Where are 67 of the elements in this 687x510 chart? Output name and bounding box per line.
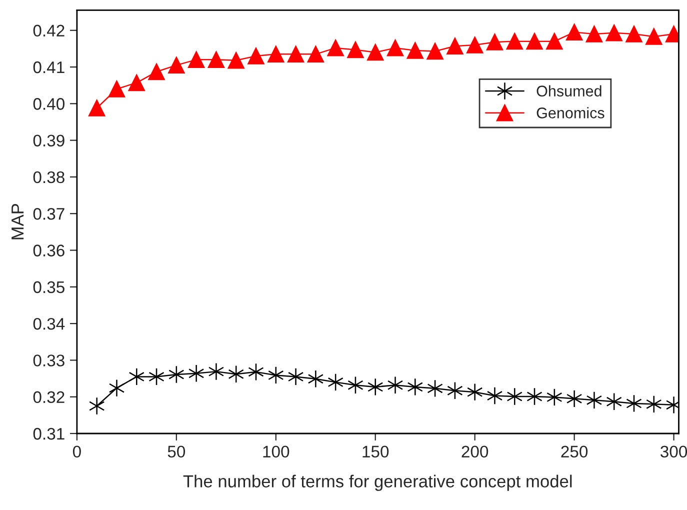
point [446,38,464,54]
point [168,56,185,74]
y-tick-label: 0.39 [33,134,64,147]
point [586,26,603,42]
point [307,46,324,63]
point [128,368,144,386]
x-tick-label: 200 [462,446,488,458]
point [386,40,404,56]
point [268,46,284,63]
point [248,48,264,64]
point [466,36,484,54]
point [566,390,582,408]
point [128,74,145,92]
point [406,42,424,59]
point [367,44,384,61]
point [466,383,483,402]
y-tick-label: 0.35 [33,281,64,294]
point [526,33,543,50]
point [208,51,225,68]
x-tick-label: 100 [263,446,290,458]
y-tick-label: 0.34 [33,318,65,330]
y-tick-label: 0.33 [33,354,64,366]
point [208,362,224,381]
point [586,391,602,410]
y-tick-label: 0.36 [33,244,64,256]
y-tick-label: 0.38 [33,171,64,184]
point [148,63,165,80]
y-tick-label: 0.40 [33,98,64,110]
x-axis-title: The number of terms for generative concept model [183,474,572,491]
y-tick-label: 0.32 [33,391,64,404]
legend-label: Ohsumed [536,85,602,96]
x-tick-label: 0 [72,446,81,458]
point [506,33,523,50]
point [606,24,622,42]
point [486,34,504,50]
point [88,100,106,116]
y-axis-title: MAP [12,204,24,240]
point [188,51,205,68]
x-tick-label: 150 [362,446,389,458]
point [426,42,444,60]
point [308,370,324,388]
x-tick-label: 250 [561,446,588,458]
point [287,46,304,63]
point [288,368,304,386]
point [327,40,344,56]
point [646,28,662,45]
point [626,26,642,42]
point [347,41,364,58]
point [88,397,105,415]
x-tick-label: 50 [168,446,186,458]
point [368,378,384,396]
x-tick-label: 300 [660,446,687,458]
point [506,388,522,406]
point [546,33,563,50]
y-tick-label: 0.37 [33,208,64,220]
point [566,24,583,41]
point [407,378,423,396]
y-tick-label: 0.31 [33,428,64,440]
legend-label: Genomics [536,107,604,118]
point [387,376,404,394]
point [108,80,126,98]
point [228,52,244,69]
point [188,364,204,382]
y-tick-label: 0.42 [33,24,64,37]
point [108,379,125,398]
y-tick-label: 0.41 [33,61,64,74]
point [486,386,503,405]
